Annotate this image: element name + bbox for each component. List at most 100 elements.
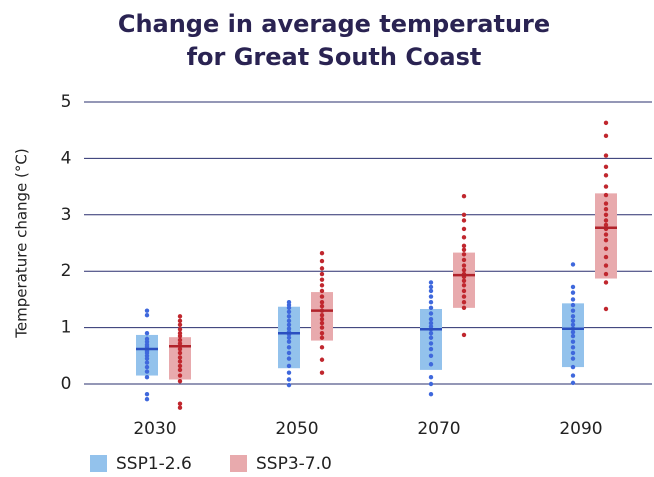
model-point bbox=[286, 345, 292, 350]
model-point bbox=[570, 333, 576, 339]
model-point bbox=[286, 339, 292, 344]
model-point bbox=[603, 184, 609, 189]
y-tick-label: 0 bbox=[61, 374, 72, 394]
y-axis-label: Temperature change (°C) bbox=[13, 148, 31, 338]
model-point bbox=[461, 257, 467, 263]
model-point bbox=[428, 311, 434, 316]
model-point bbox=[286, 350, 292, 356]
model-point bbox=[603, 263, 609, 268]
model-point bbox=[570, 322, 576, 327]
model-point bbox=[319, 370, 325, 375]
model-point bbox=[177, 378, 183, 384]
y-tick-label: 4 bbox=[61, 148, 72, 168]
model-point bbox=[319, 312, 325, 318]
model-point bbox=[428, 288, 434, 294]
model-point bbox=[603, 254, 609, 260]
chart-subtitle: for Great South Coast bbox=[187, 43, 482, 71]
model-point bbox=[570, 339, 576, 344]
model-point bbox=[177, 367, 183, 373]
model-point bbox=[286, 335, 292, 340]
model-point bbox=[603, 153, 609, 158]
model-point bbox=[461, 267, 467, 273]
model-point bbox=[603, 164, 609, 170]
model-point bbox=[177, 401, 183, 406]
model-point bbox=[286, 382, 292, 388]
model-point bbox=[319, 300, 325, 305]
model-point bbox=[461, 235, 467, 240]
model-point bbox=[570, 318, 576, 324]
model-point bbox=[286, 322, 292, 327]
model-point bbox=[319, 288, 325, 294]
model-point bbox=[286, 326, 292, 331]
model-point bbox=[428, 320, 434, 326]
model-point bbox=[177, 327, 183, 332]
model-point bbox=[570, 302, 576, 308]
model-point bbox=[428, 316, 434, 322]
model-point bbox=[319, 258, 325, 264]
model-point bbox=[319, 250, 325, 256]
model-point bbox=[428, 305, 434, 311]
model-point bbox=[461, 243, 467, 249]
model-point bbox=[570, 373, 576, 378]
model-point bbox=[570, 380, 576, 386]
model-point bbox=[177, 373, 183, 378]
model-point bbox=[428, 375, 434, 380]
model-point bbox=[286, 377, 292, 382]
model-point bbox=[144, 375, 150, 380]
model-point bbox=[177, 318, 183, 324]
legend-swatch bbox=[230, 455, 247, 472]
model-point bbox=[144, 308, 150, 313]
model-point bbox=[570, 290, 576, 295]
model-point bbox=[603, 206, 609, 212]
model-point bbox=[428, 294, 434, 299]
model-point bbox=[461, 305, 467, 311]
x-tick-label: 2050 bbox=[275, 419, 318, 439]
model-point bbox=[286, 318, 292, 324]
model-point bbox=[286, 370, 292, 375]
model-point bbox=[144, 336, 150, 342]
model-point bbox=[177, 350, 183, 356]
model-point bbox=[319, 335, 325, 340]
model-point bbox=[428, 381, 434, 387]
model-point bbox=[319, 331, 325, 336]
model-point bbox=[570, 329, 576, 335]
model-point bbox=[461, 294, 467, 299]
y-tick-label: 1 bbox=[61, 318, 72, 338]
model-point bbox=[319, 357, 325, 362]
model-point bbox=[144, 391, 150, 397]
model-point bbox=[319, 283, 325, 288]
model-point bbox=[428, 335, 434, 340]
model-point bbox=[319, 325, 325, 330]
model-point bbox=[177, 363, 183, 369]
model-point bbox=[603, 237, 609, 243]
model-point bbox=[177, 331, 183, 336]
model-point bbox=[428, 331, 434, 336]
model-point bbox=[603, 133, 609, 139]
model-point bbox=[428, 341, 434, 346]
model-point bbox=[570, 262, 576, 267]
model-point bbox=[603, 192, 609, 198]
x-tick-label: 2090 bbox=[559, 419, 602, 439]
model-point bbox=[570, 345, 576, 350]
x-tick-label: 2070 bbox=[417, 419, 460, 439]
model-point bbox=[461, 288, 467, 294]
model-point bbox=[461, 252, 467, 257]
model-point bbox=[461, 263, 467, 268]
model-point bbox=[428, 362, 434, 367]
model-point bbox=[177, 405, 183, 410]
model-point bbox=[319, 294, 325, 299]
model-point bbox=[144, 369, 150, 374]
model-point bbox=[177, 322, 183, 327]
model-point bbox=[461, 218, 467, 223]
model-point bbox=[428, 284, 434, 290]
y-tick-label: 2 bbox=[61, 261, 72, 281]
model-point bbox=[144, 397, 150, 402]
model-point bbox=[603, 212, 609, 217]
chart-title: Change in average temperature bbox=[118, 10, 550, 38]
model-point bbox=[603, 218, 609, 223]
model-point bbox=[461, 278, 467, 283]
model-point bbox=[603, 306, 609, 312]
model-point bbox=[177, 314, 183, 319]
model-point bbox=[177, 359, 183, 364]
